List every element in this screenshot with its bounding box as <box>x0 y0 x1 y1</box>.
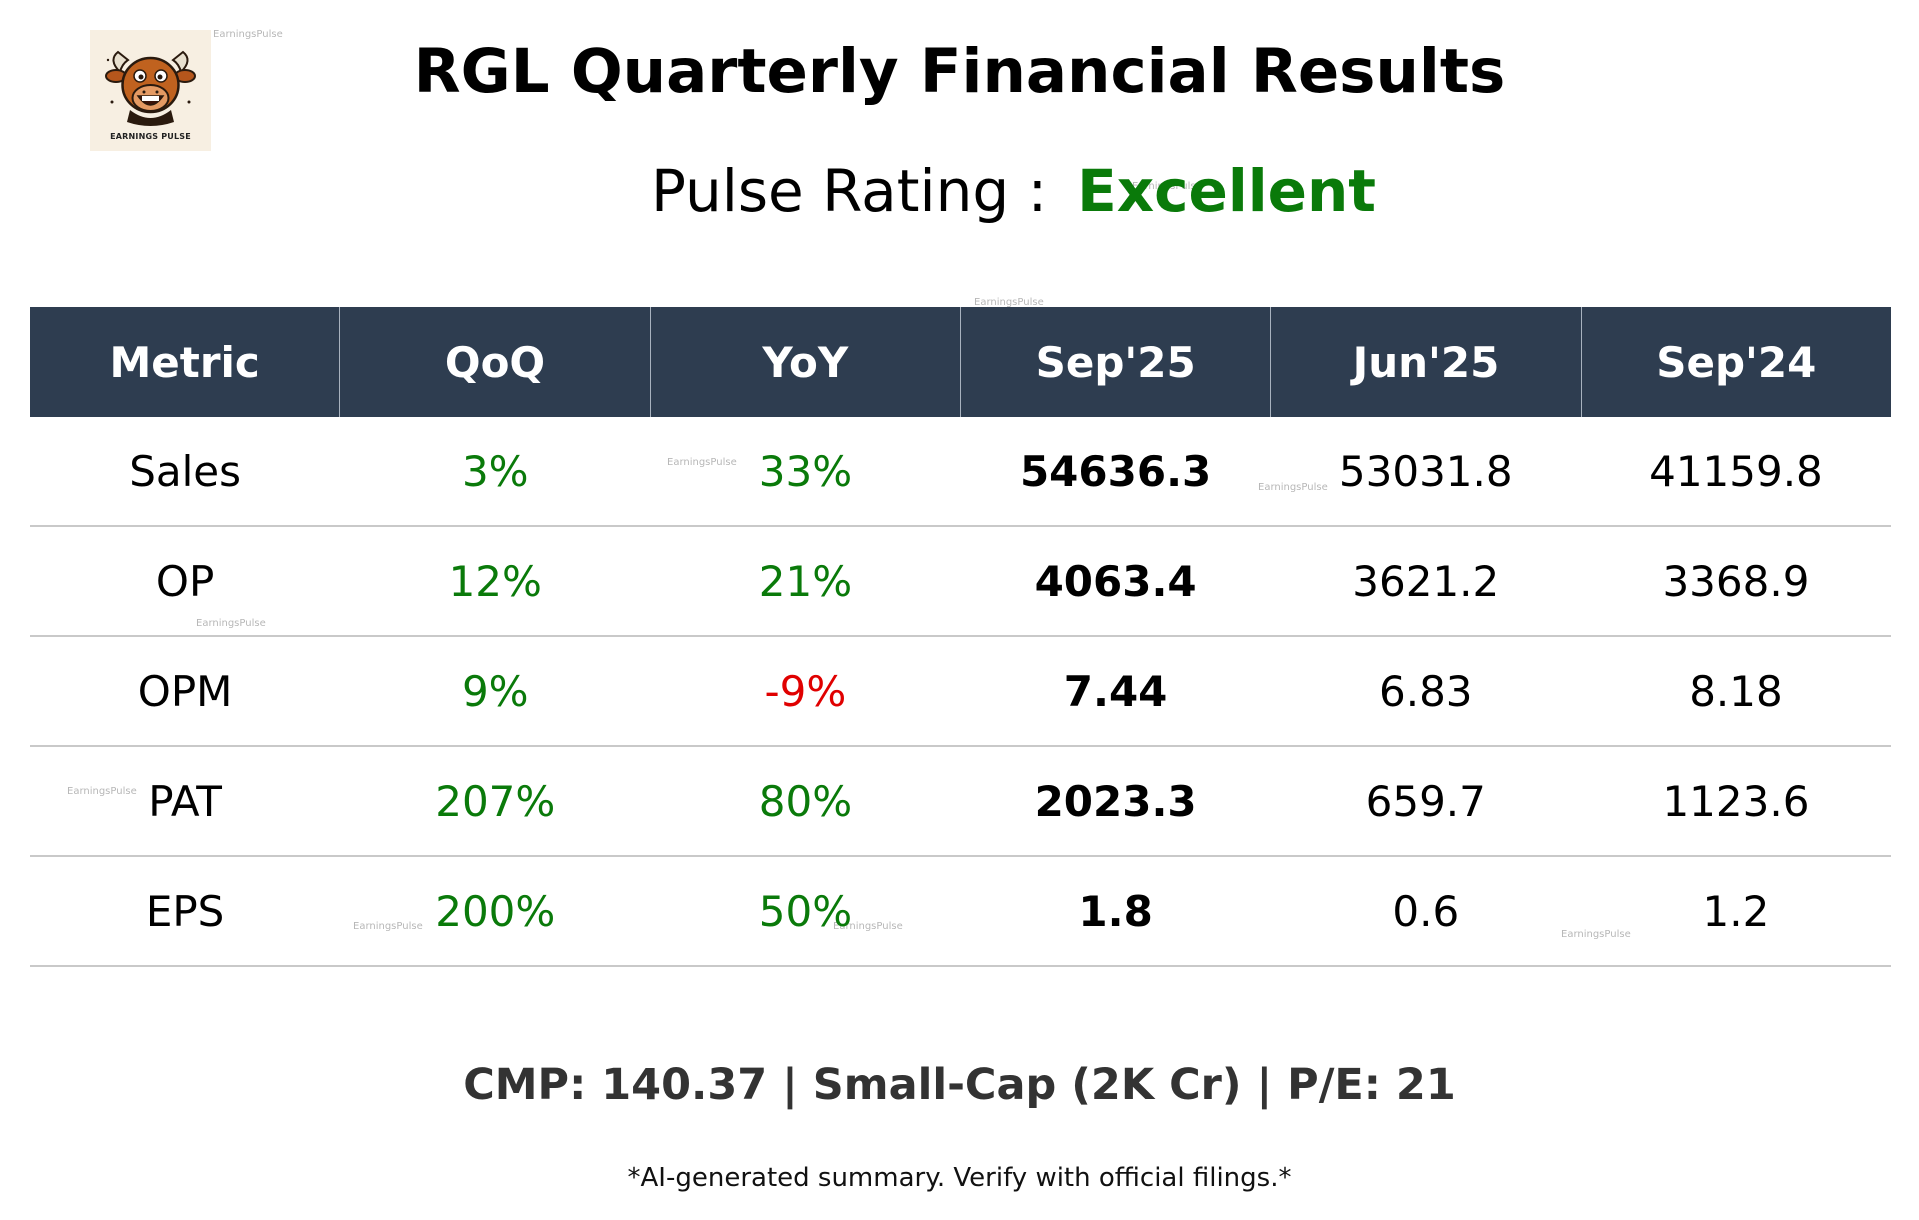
watermark-text: EarningsPulse <box>833 921 903 932</box>
header-sep25: Sep'25 <box>961 307 1272 417</box>
qoq-cell: 9% <box>461 666 529 716</box>
qoq-cell: 3% <box>461 446 529 496</box>
metric-cell: EPS <box>145 886 225 936</box>
header-metric: Metric <box>30 307 341 417</box>
table-row: OP 12% 21% 4063.4 3621.2 3368.9 <box>30 527 1891 637</box>
results-table: Metric QoQ YoY Sep'25 Jun'25 Sep'24 Sale… <box>30 307 1891 967</box>
sep25-cell: 1.8 <box>1078 886 1153 936</box>
watermark-text: EarningsPulse <box>196 618 266 629</box>
qoq-cell: 207% <box>435 776 556 826</box>
header-jun25: Jun'25 <box>1271 307 1582 417</box>
header-sep24: Sep'24 <box>1656 337 1817 387</box>
table-row: PAT 207% 80% 2023.3 659.7 1123.6 <box>30 747 1891 857</box>
sep25-cell: 7.44 <box>1063 666 1168 716</box>
page-title: RGL Quarterly Financial Results <box>413 36 1506 107</box>
watermark-text: EarningsPulse <box>667 457 737 468</box>
header-yoy: YoY <box>651 307 961 417</box>
yoy-cell: -9% <box>764 666 847 716</box>
watermark-text: EarningsPulse <box>353 921 423 932</box>
sep25-cell: 54636.3 <box>1019 446 1212 496</box>
sep25-cell: 2023.3 <box>1034 776 1197 826</box>
qoq-cell: 12% <box>448 556 542 606</box>
yoy-cell: 21% <box>758 556 853 606</box>
market-summary: CMP: 140.37 | Small-Cap (2K Cr) | P/E: 2… <box>463 1060 1456 1110</box>
earnings-pulse-logo: EARNINGS PULSE <box>90 30 211 151</box>
sep25-cell: 4063.4 <box>1034 556 1197 606</box>
watermark-text: EarningsPulse <box>1561 929 1631 940</box>
yoy-cell: 50% <box>758 886 853 936</box>
table-row: OPM 9% -9% 7.44 6.83 8.18 <box>30 637 1891 747</box>
watermark-text: EarningsPulse <box>1132 181 1202 192</box>
metric-cell: PAT <box>148 776 222 826</box>
jun25-cell: 3621.2 <box>1352 556 1500 606</box>
yoy-cell: 33% <box>758 446 853 496</box>
jun25-cell: 659.7 <box>1365 776 1486 826</box>
table-row: Sales 3% 33% 54636.3 53031.8 41159.8 <box>30 417 1891 527</box>
table-row: EPS 200% 50% 1.8 0.6 1.2 <box>30 857 1891 967</box>
sep24-cell: 41159.8 <box>1649 446 1823 496</box>
metric-cell: Sales <box>129 446 241 496</box>
jun25-cell: 6.83 <box>1379 666 1473 716</box>
watermark-text: EarningsPulse <box>213 29 283 40</box>
jun25-cell: 53031.8 <box>1338 446 1513 496</box>
qoq-cell: 200% <box>435 886 556 936</box>
pulse-rating: Pulse Rating : Excellent <box>0 156 1919 226</box>
sep24-cell: 1.2 <box>1702 886 1770 936</box>
sep24-cell: 3368.9 <box>1662 556 1810 606</box>
bull-mascot-icon <box>105 50 196 126</box>
watermark-text: EarningsPulse <box>67 786 137 797</box>
jun25-cell: 0.6 <box>1392 886 1460 936</box>
watermark-text: EarningsPulse <box>1258 482 1328 493</box>
table-header: Metric QoQ YoY Sep'25 Jun'25 Sep'24 <box>30 307 1891 417</box>
sep24-cell: 8.18 <box>1689 666 1783 716</box>
yoy-cell: 80% <box>758 776 853 826</box>
metric-cell: OP <box>155 556 215 606</box>
pulse-rating-label: Pulse Rating : <box>650 157 1048 225</box>
logo-caption: EARNINGS PULSE <box>110 132 191 141</box>
header-qoq: QoQ <box>340 307 651 417</box>
disclaimer-text: *AI-generated summary. Verify with offic… <box>627 1163 1292 1193</box>
sep24-cell: 1123.6 <box>1662 776 1810 826</box>
pulse-rating-value: Excellent <box>1077 157 1377 225</box>
metric-cell: OPM <box>137 666 233 716</box>
watermark-text: EarningsPulse <box>974 297 1044 308</box>
